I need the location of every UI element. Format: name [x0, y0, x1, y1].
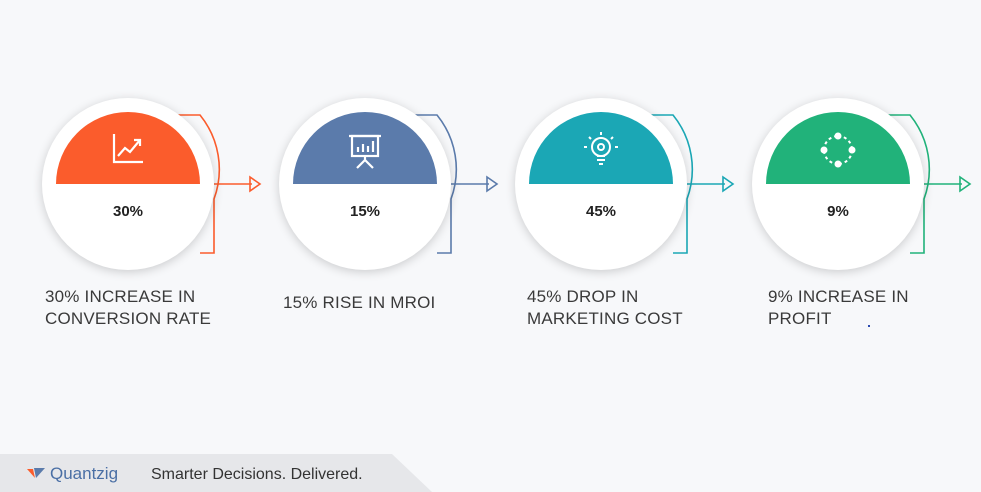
- step-4-label: 9% INCREASE IN PROFIT: [768, 287, 909, 328]
- step-2-label: 15% RISE IN MROI: [283, 293, 436, 312]
- step-2-percent: 15%: [349, 203, 381, 220]
- step-2-disc: 15%: [279, 98, 451, 270]
- presentation-board-icon: [279, 130, 451, 175]
- step-1: 30% 30% INCREASE IN CONVERSION RATE: [28, 0, 268, 340]
- arrow-icon: [722, 175, 735, 193]
- step-2: 15% 15% RISE IN MROI: [265, 0, 505, 340]
- step-3-percent: 45%: [585, 203, 617, 220]
- stray-dot: [868, 325, 870, 327]
- tagline: Smarter Decisions. Delivered.: [151, 466, 363, 483]
- step-4: 9% 9% INCREASE IN PROFIT: [738, 0, 978, 340]
- brand: Quantzig: [26, 464, 118, 485]
- arrow-icon: [249, 175, 262, 193]
- step-3: 45% 45% DROP IN MARKETING COST: [501, 0, 741, 340]
- step-1-disc: 30%: [42, 98, 214, 270]
- lightbulb-gear-icon: [515, 130, 687, 175]
- footer-bar: [0, 454, 432, 492]
- quantzig-logo-icon: [26, 465, 46, 485]
- arrow-icon: [486, 175, 499, 193]
- arrow-icon: [959, 175, 972, 193]
- step-3-disc: 45%: [515, 98, 687, 270]
- line-chart-icon: [42, 130, 214, 171]
- step-4-percent: 9%: [827, 203, 849, 220]
- brand-name: Quantzig: [50, 464, 119, 483]
- step-3-label: 45% DROP IN MARKETING COST: [527, 287, 683, 328]
- step-1-percent: 30%: [112, 203, 144, 220]
- step-4-disc: 9%: [752, 98, 924, 270]
- step-1-label: 30% INCREASE IN CONVERSION RATE: [45, 287, 212, 328]
- cycle-icon: [752, 130, 924, 175]
